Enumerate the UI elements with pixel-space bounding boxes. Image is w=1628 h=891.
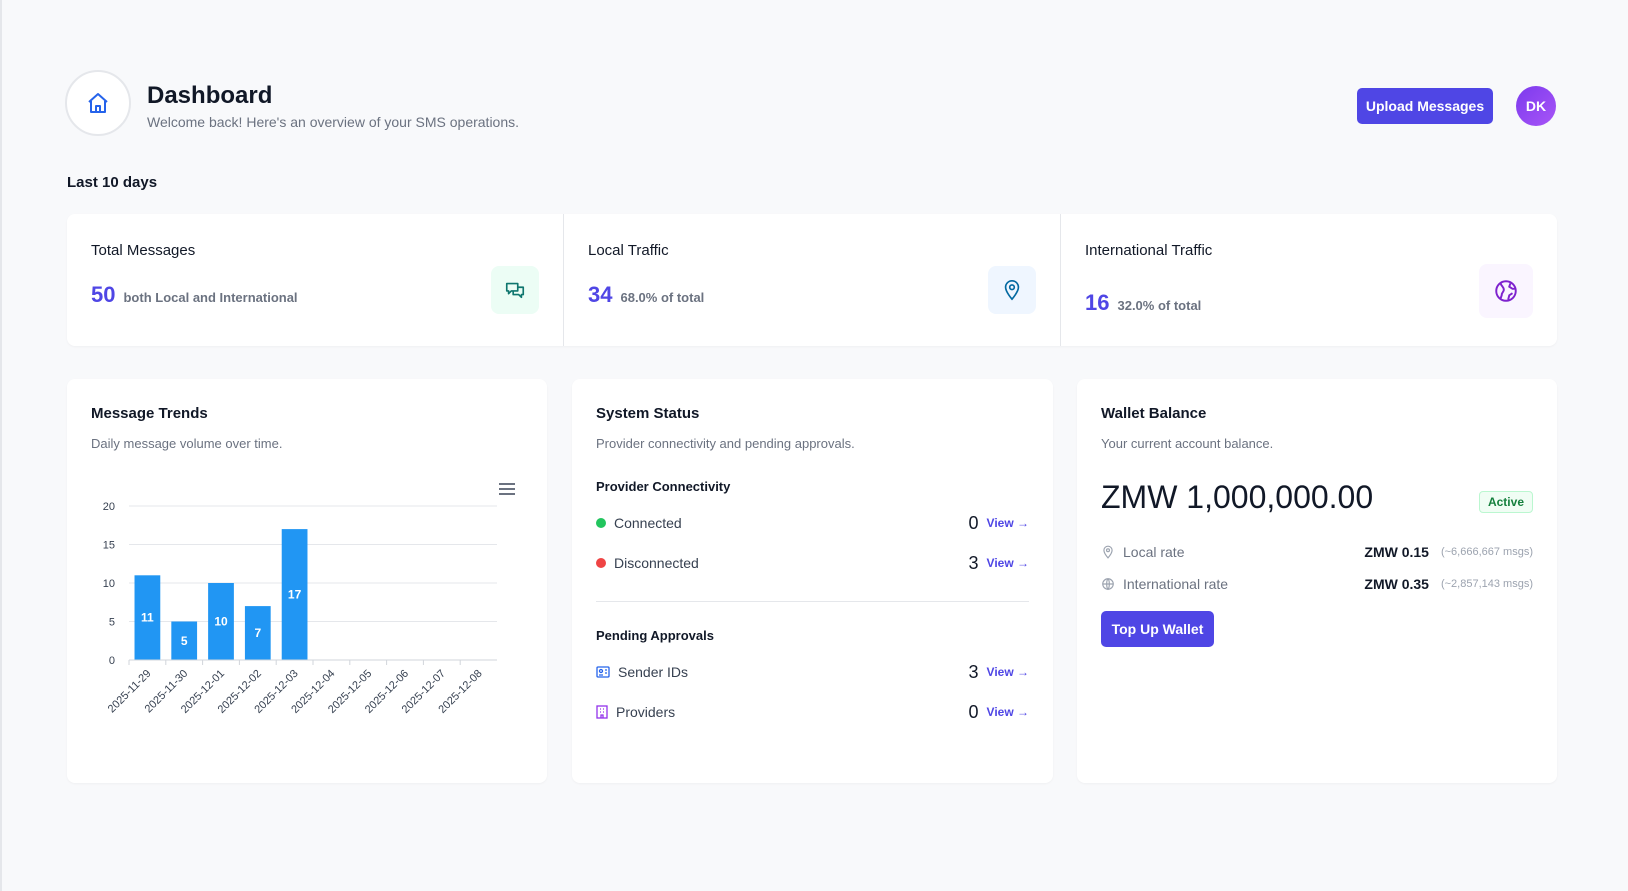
page-header: Dashboard Welcome back! Here's an overvi…: [65, 70, 1557, 136]
connectivity-row-connected: Connected 0 View →: [596, 512, 1029, 534]
status-dot-green-icon: [596, 518, 606, 528]
rate-estimate: (~6,666,667 msgs): [1440, 546, 1533, 558]
message-trends-card: Message Trends Daily message volume over…: [67, 379, 547, 783]
globe-icon: [1495, 280, 1517, 302]
row-label: Providers: [616, 704, 676, 720]
view-sender-ids-link[interactable]: View →: [986, 665, 1029, 679]
stat-local-traffic: Local Traffic 34 68.0% of total: [564, 214, 1061, 346]
stat-description: 68.0% of total: [620, 290, 705, 305]
row-label: Sender IDs: [618, 664, 689, 680]
row-count: 0: [968, 512, 979, 533]
stat-international-traffic: International Traffic 16 32.0% of total: [1061, 214, 1557, 346]
stat-icon-box: [1479, 264, 1533, 318]
stat-description: both Local and International: [123, 290, 298, 305]
svg-text:5: 5: [109, 617, 115, 629]
stat-icon-box: [988, 266, 1036, 314]
chart-menu-icon[interactable]: [499, 483, 515, 495]
view-providers-link[interactable]: View →: [986, 705, 1029, 719]
page-title: Dashboard: [147, 82, 273, 109]
home-icon-badge: [65, 70, 131, 136]
stat-value-group: 50 both Local and International: [91, 282, 298, 308]
id-card-icon: [596, 666, 610, 678]
stat-value-group: 34 68.0% of total: [588, 282, 704, 308]
card-title: Wallet Balance: [1101, 405, 1207, 422]
status-dot-red-icon: [596, 558, 606, 568]
stat-icon-box: [491, 266, 539, 314]
row-label: Disconnected: [614, 555, 699, 571]
wallet-balance-card: Wallet Balance Your current account bala…: [1077, 379, 1557, 783]
svg-text:10: 10: [214, 615, 228, 629]
rate-value: ZMW 0.35: [1364, 576, 1429, 592]
stat-description: 32.0% of total: [1117, 298, 1202, 313]
stat-label: Total Messages: [91, 242, 196, 259]
approvals-heading: Pending Approvals: [596, 628, 714, 643]
wallet-balance-amount: ZMW 1,000,000.00: [1101, 479, 1374, 515]
chat-icon: [505, 282, 525, 299]
page-edge: [0, 0, 2, 891]
row-count: 0: [968, 701, 979, 722]
approval-row-sender-ids: Sender IDs 3 View →: [596, 661, 1029, 683]
building-icon: [596, 705, 608, 719]
map-pin-icon: [1103, 545, 1113, 559]
view-connected-link[interactable]: View →: [986, 516, 1029, 530]
stat-number: 50: [91, 282, 116, 307]
upload-messages-button[interactable]: Upload Messages: [1357, 88, 1493, 124]
svg-text:11: 11: [141, 611, 154, 625]
globe-icon: [1102, 578, 1114, 591]
svg-text:20: 20: [103, 501, 115, 513]
svg-text:10: 10: [103, 578, 115, 590]
row-count: 3: [968, 661, 979, 682]
stat-number: 16: [1085, 290, 1110, 315]
page-subtitle: Welcome back! Here's an overview of your…: [147, 114, 520, 130]
svg-text:15: 15: [103, 540, 115, 552]
card-subtitle: Provider connectivity and pending approv…: [596, 436, 855, 451]
svg-text:0: 0: [109, 655, 115, 667]
international-rate-row: International rate ZMW 0.35 (~2,857,143 …: [1101, 576, 1533, 592]
map-pin-icon: [1004, 280, 1020, 301]
connectivity-row-disconnected: Disconnected 3 View →: [596, 552, 1029, 574]
local-rate-row: Local rate ZMW 0.15 (~6,666,667 msgs): [1101, 544, 1533, 560]
status-badge: Active: [1478, 491, 1533, 513]
section-divider: [596, 601, 1029, 602]
svg-text:5: 5: [181, 634, 188, 648]
card-subtitle: Daily message volume over time.: [91, 436, 283, 451]
stat-value-group: 16 32.0% of total: [1085, 290, 1201, 316]
bar-chart: 05101520112025-11-2952025-11-30102025-12…: [103, 501, 497, 716]
top-up-wallet-button[interactable]: Top Up Wallet: [1101, 611, 1214, 647]
connectivity-heading: Provider Connectivity: [596, 479, 731, 494]
home-icon: [88, 93, 108, 113]
row-label: Connected: [614, 515, 682, 531]
stat-total-messages: Total Messages 50 both Local and Interna…: [67, 214, 564, 346]
stat-number: 34: [588, 282, 613, 307]
stats-row: Total Messages 50 both Local and Interna…: [67, 214, 1557, 346]
row-count: 3: [968, 552, 979, 573]
card-title: Message Trends: [91, 405, 208, 422]
card-title: System Status: [596, 405, 700, 422]
approval-row-providers: Providers 0 View →: [596, 701, 1029, 723]
svg-text:17: 17: [288, 588, 302, 602]
period-label: Last 10 days: [67, 174, 158, 191]
view-disconnected-link[interactable]: View →: [986, 556, 1029, 570]
card-subtitle: Your current account balance.: [1101, 436, 1274, 451]
svg-text:7: 7: [254, 626, 261, 640]
avatar[interactable]: DK: [1516, 86, 1556, 126]
system-status-card: System Status Provider connectivity and …: [572, 379, 1053, 783]
rate-value: ZMW 0.15: [1364, 544, 1429, 560]
stat-label: International Traffic: [1085, 242, 1213, 259]
rate-label: Local rate: [1123, 544, 1185, 560]
stat-label: Local Traffic: [588, 242, 669, 259]
rate-label: International rate: [1123, 576, 1229, 592]
rate-estimate: (~2,857,143 msgs): [1440, 578, 1533, 590]
